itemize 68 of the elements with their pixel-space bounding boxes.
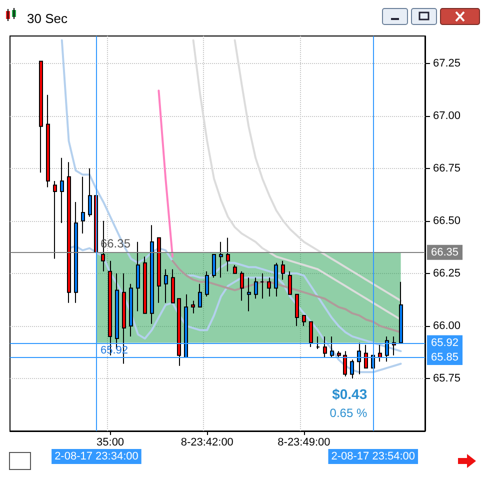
candlestick: [247, 277, 251, 312]
candlestick: [136, 241, 140, 312]
candlestick: [53, 180, 57, 260]
candlestick: [240, 270, 244, 302]
candlestick: [343, 350, 347, 377]
candlestick: [302, 314, 306, 326]
x-tick-label: 35:00: [96, 436, 124, 448]
candlestick: [219, 241, 223, 278]
y-tick-label: 66.00: [433, 320, 461, 332]
candlestick: [385, 336, 389, 362]
x-tick-label: 2-08-17 23:54:00: [331, 450, 416, 462]
line-series: [234, 39, 402, 302]
candlestick: [184, 294, 188, 358]
candlestick: [337, 350, 341, 358]
candlestick: [357, 342, 361, 375]
candlestick: [177, 298, 181, 366]
candlestick: [378, 344, 382, 362]
candlestick: [260, 272, 264, 300]
candlestick: [157, 237, 161, 304]
chart-title: 30 Sec: [27, 11, 68, 26]
candlestick: [60, 157, 64, 224]
y-tick-label: 66.75: [433, 162, 461, 174]
ref-line-label: 65.85: [431, 351, 459, 364]
candlestick: [295, 294, 299, 326]
y-tick-label: 65.75: [433, 372, 461, 384]
candlestick: [281, 260, 285, 280]
candlestick: [323, 336, 327, 358]
candlestick: [74, 201, 78, 304]
annotation: 0.65 %: [330, 406, 368, 420]
candlestick: [316, 336, 320, 350]
candlestick: [171, 268, 175, 304]
x-tick-label: 2-08-17 23:34:00: [54, 450, 138, 462]
candlestick: [350, 359, 354, 379]
candlestick: [205, 270, 209, 298]
candlestick: [191, 300, 195, 314]
ref-line-label: 65.92: [431, 336, 459, 349]
candlestick: [267, 277, 271, 298]
candlestick: [88, 168, 92, 218]
candlestick: [288, 270, 292, 295]
candlestick: [143, 256, 147, 314]
candlestick: [129, 283, 133, 337]
candlestick: [274, 262, 278, 298]
candlestick: [198, 283, 202, 308]
candlestick: [46, 94, 50, 188]
candlestick: [39, 60, 43, 174]
candlestick: [330, 336, 334, 358]
candlestick: [399, 281, 403, 344]
candlestick: [81, 176, 85, 234]
candlestick: [254, 277, 258, 300]
candlestick: [226, 237, 230, 272]
ref-line-label: 66.35: [431, 246, 459, 258]
line-series: [60, 39, 402, 352]
line-series: [172, 260, 402, 334]
line-series: [192, 39, 402, 321]
candlestick: [212, 254, 216, 278]
candlestick: [150, 224, 154, 324]
x-tick-label: 8-23:42:00: [180, 436, 234, 448]
y-tick-label: 67.25: [433, 57, 461, 70]
candlestick: [364, 344, 368, 368]
y-tick-label: 66.50: [433, 214, 461, 227]
candlestick: [164, 268, 168, 304]
candlestick: [233, 264, 237, 274]
candlestick: [67, 162, 71, 304]
candlestick: [309, 321, 313, 348]
y-tick-label: 66.25: [433, 267, 461, 280]
y-tick-label: 67.00: [433, 110, 461, 122]
x-tick-label: 8-23:49:00: [278, 436, 330, 448]
annotation: $0.43: [332, 386, 368, 402]
